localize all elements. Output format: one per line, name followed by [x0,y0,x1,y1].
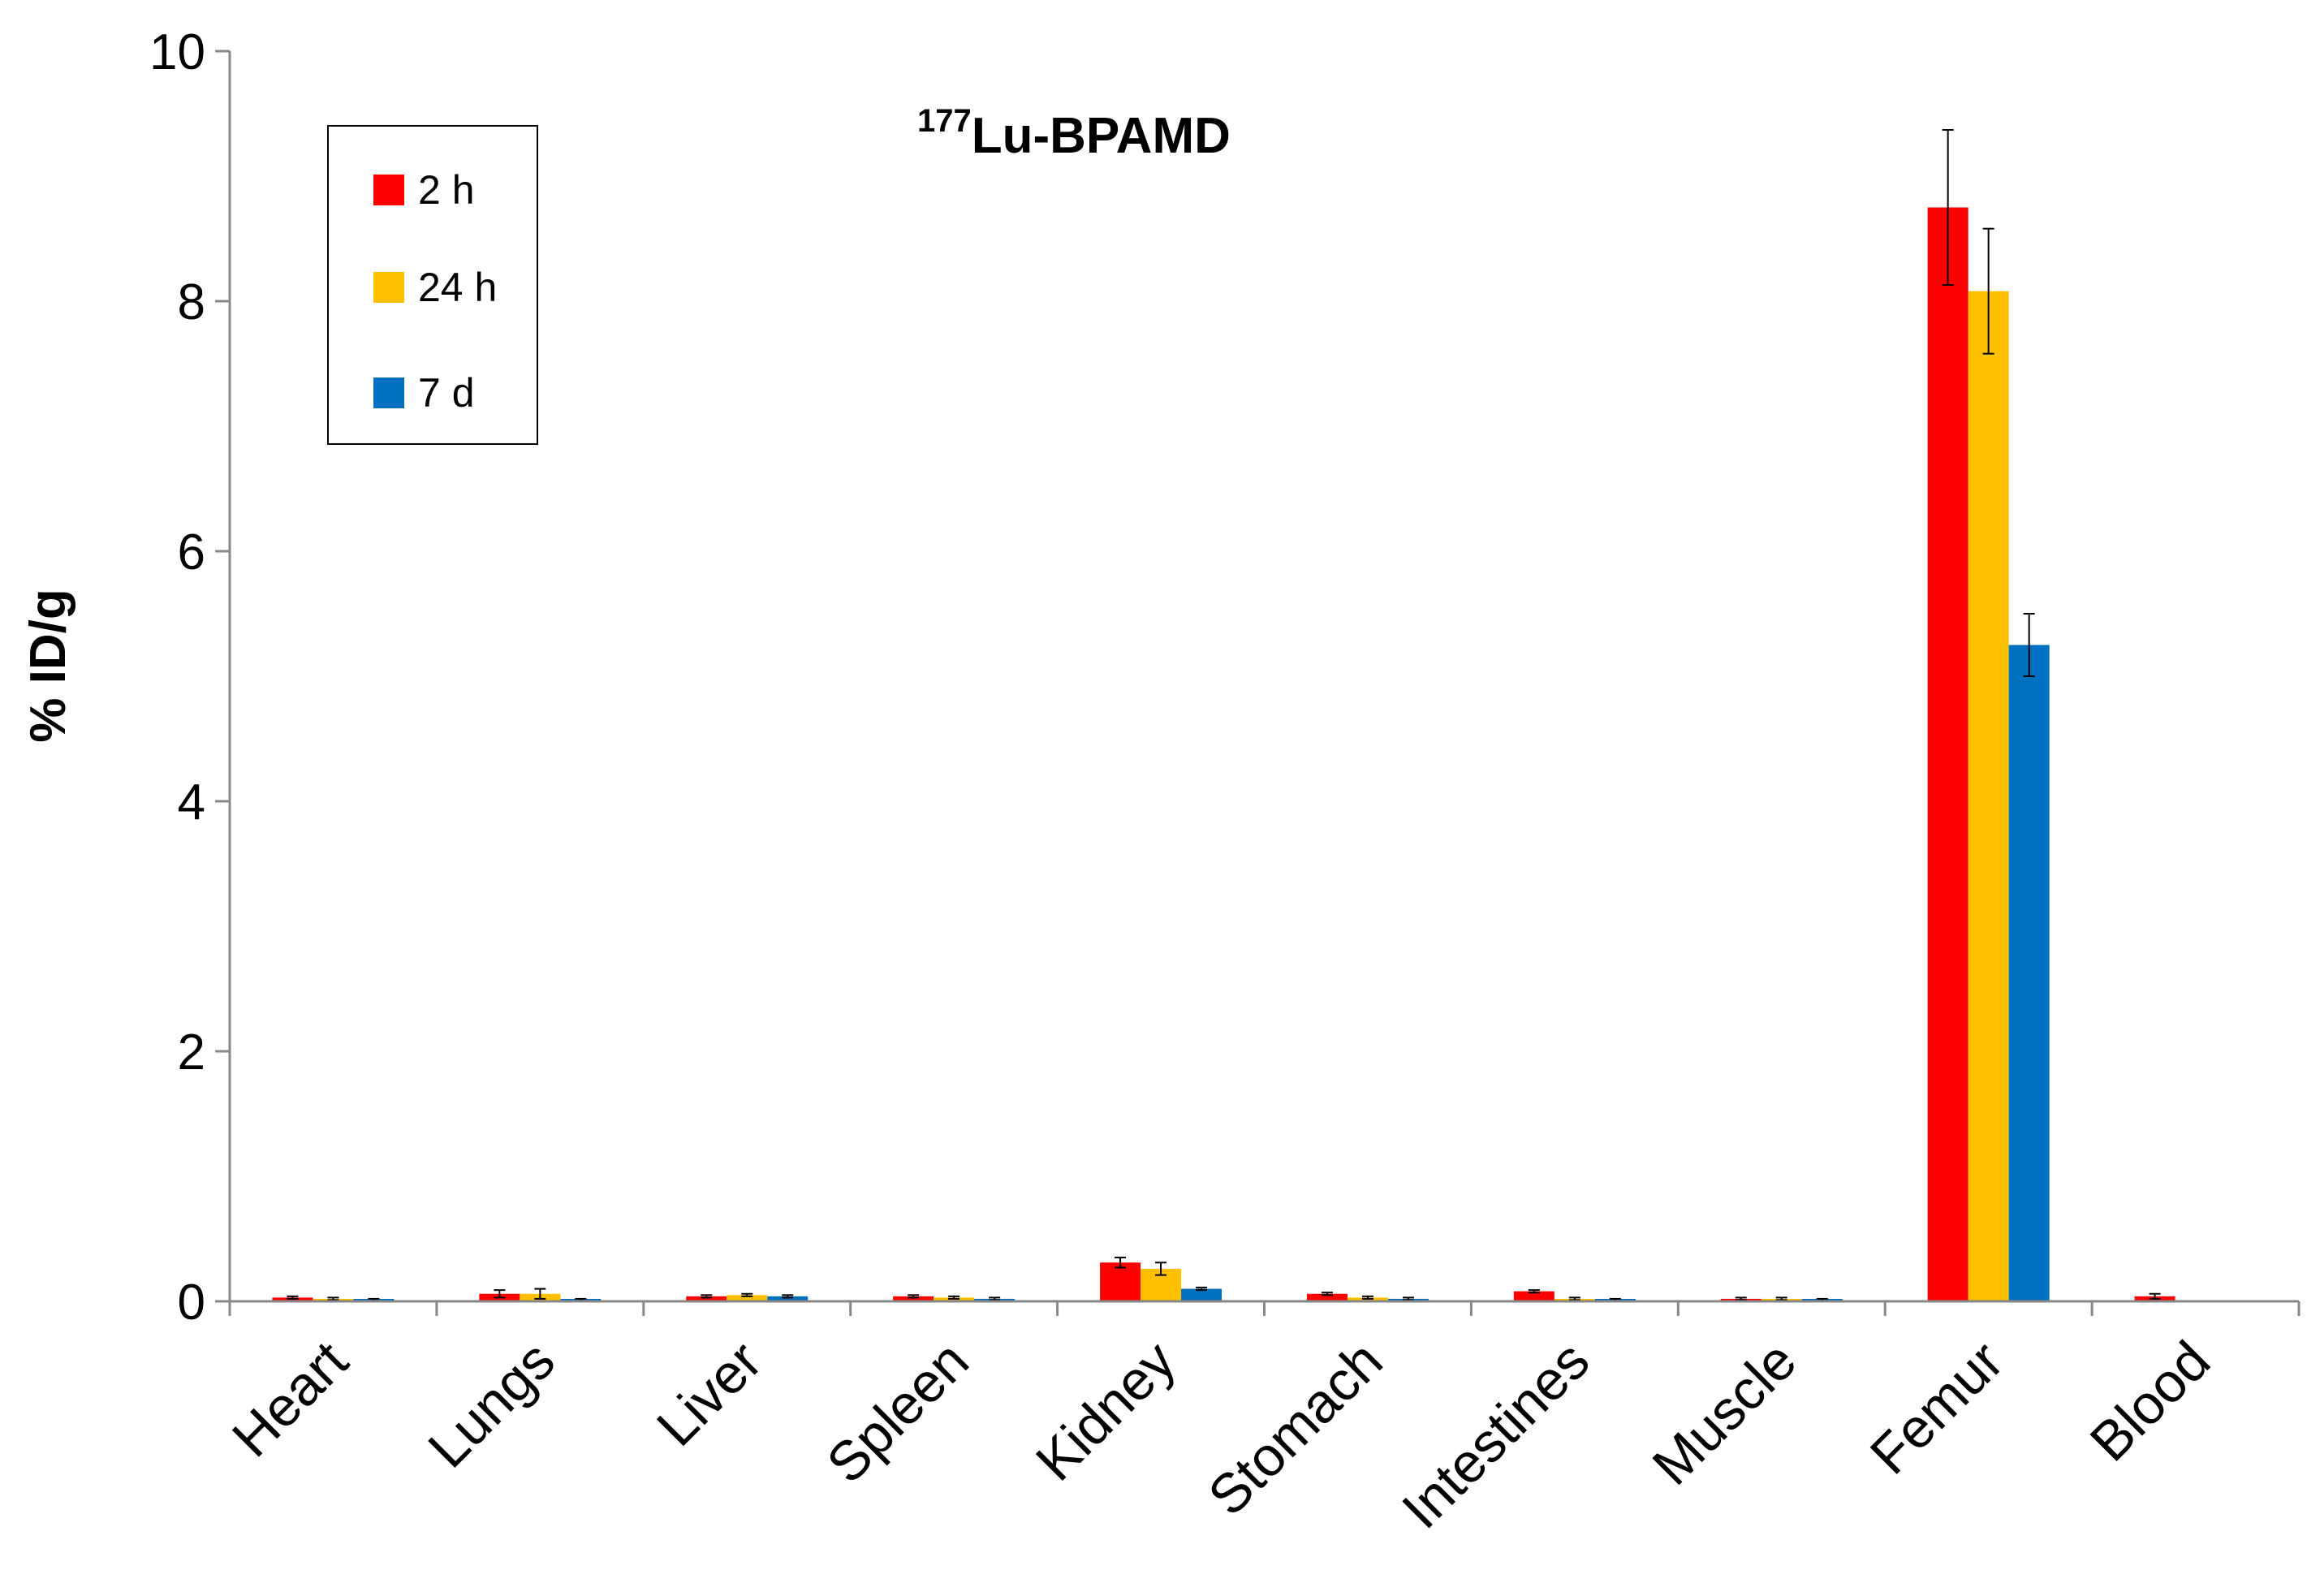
bar [767,1296,809,1301]
bar [1100,1262,1141,1301]
bar [1513,1291,1555,1301]
bar [1181,1288,1222,1301]
bars-layer [272,207,2175,1302]
y-tick-label: 0 [178,1275,205,1331]
legend-label: 2 h [418,167,475,213]
x-category-label: Intestines [1391,1330,1602,1541]
y-tick-label: 8 [178,274,205,330]
x-category-label: Femur [1859,1330,2016,1486]
y-tick-label: 10 [149,24,205,80]
bar [686,1296,727,1301]
x-category-label: Liver [645,1330,774,1458]
y-tick-label: 2 [178,1024,205,1081]
x-category-label: Kidney [1024,1330,1188,1493]
bar [1927,207,1968,1301]
bar [893,1296,934,1301]
y-axis-ticks: 0 2 4 6 8 10 [149,24,230,1331]
legend-swatch [373,175,404,205]
title-main: Lu-BPAMD [972,108,1231,164]
x-category-label: Spleen [815,1330,980,1495]
bar [1968,291,2009,1302]
bar [727,1295,768,1301]
x-category-label: Lungs [416,1330,567,1480]
y-axis-label: % ID/g [20,589,76,742]
x-category-label: Muscle [1641,1330,1808,1497]
y-tick-label: 4 [178,774,205,830]
x-axis-ticks: Heart Lungs Liver Spleen Kidney StomachIntest… [221,1301,2301,1541]
legend-swatch [373,272,404,303]
x-category-label: Blood [2078,1330,2222,1473]
x-category-label: Heart [221,1330,360,1469]
x-category-label: Stomach [1197,1330,1394,1527]
legend-box [327,125,538,445]
y-tick-label: 6 [178,524,205,580]
legend: 2 h 24 h 7 d [327,125,538,445]
bar [2008,645,2050,1301]
legend-label: 7 d [418,370,475,416]
bar [1306,1293,1348,1301]
chart-title: 177Lu-BPAMD [917,103,1231,164]
legend-swatch [373,377,404,408]
error-bars-layer [287,129,2161,1302]
legend-label: 24 h [418,265,497,310]
title-superscript: 177 [917,103,972,139]
